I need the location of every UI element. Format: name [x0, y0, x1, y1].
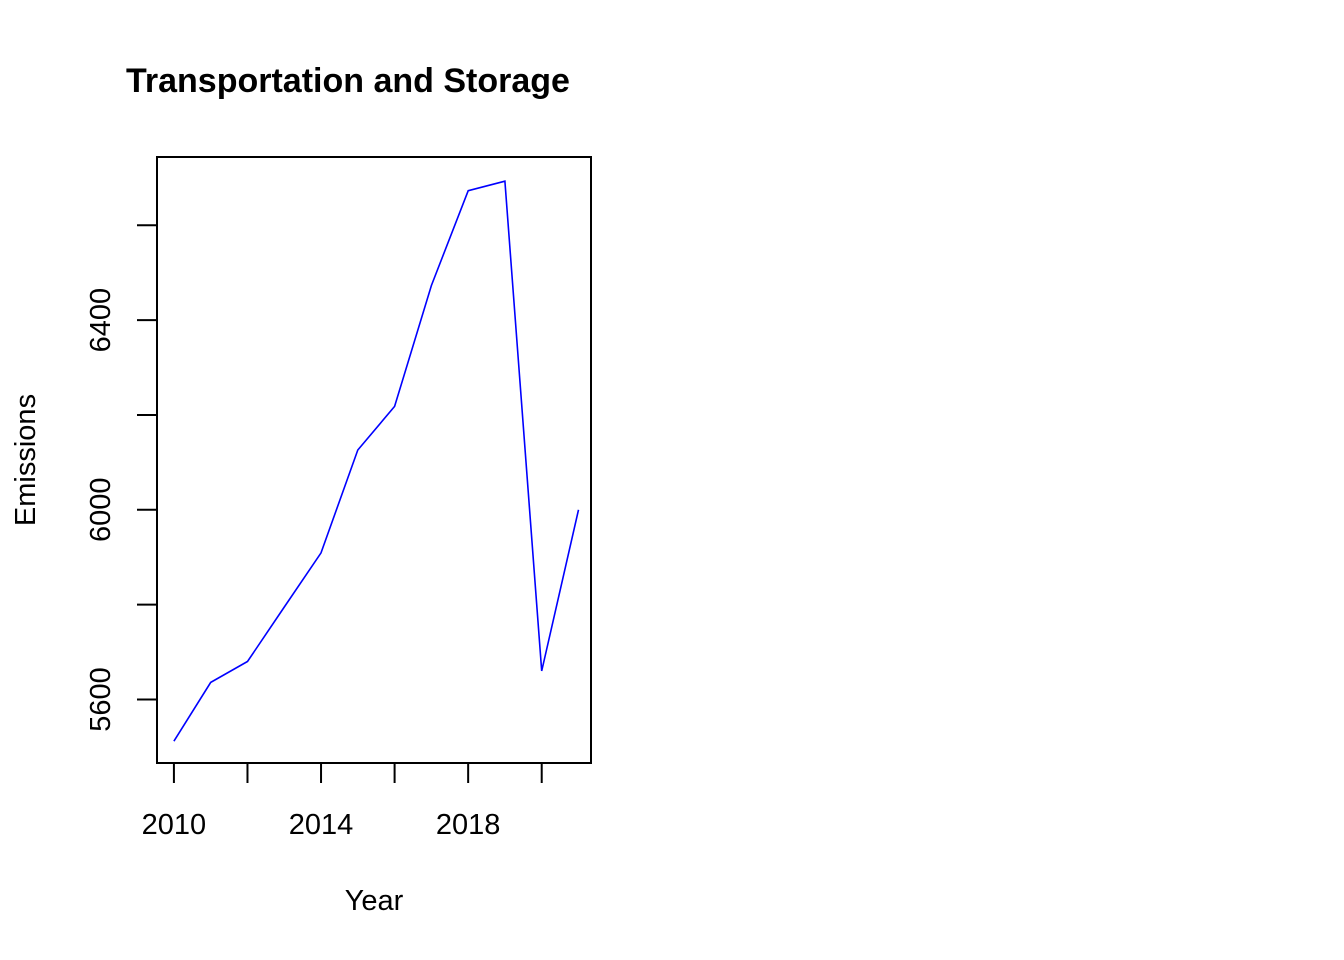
- y-axis: 5600 6000 6400: [85, 224, 157, 732]
- chart-title: Transportation and Storage: [126, 62, 570, 100]
- x-tick-label: 2018: [436, 809, 501, 841]
- y-tick-label: 6000: [85, 478, 117, 543]
- x-axis: 2010 2014 2018: [142, 763, 543, 841]
- y-axis-label: Emissions: [10, 394, 42, 526]
- x-tick-label: 2014: [289, 809, 354, 841]
- x-tick-label: 2010: [142, 809, 207, 841]
- x-axis-label: Year: [345, 885, 404, 917]
- series-layer: [173, 180, 580, 742]
- plot-frame: [156, 156, 592, 764]
- y-tick-label: 5600: [85, 667, 117, 732]
- y-tick-label: 6400: [85, 288, 117, 353]
- emissions-series-line: [173, 180, 580, 742]
